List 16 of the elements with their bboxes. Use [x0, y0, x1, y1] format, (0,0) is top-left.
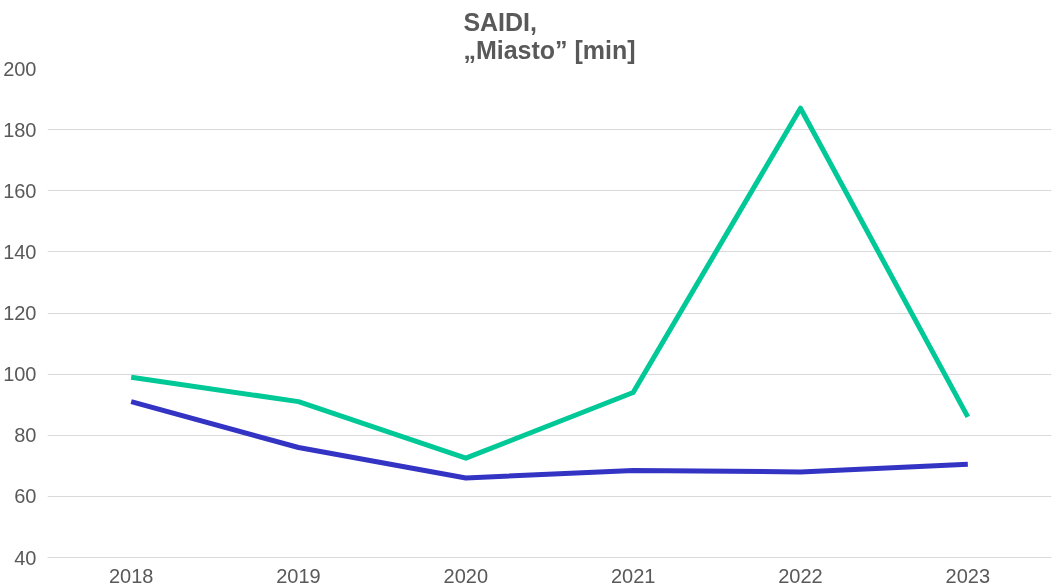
x-tick-label: 2021	[610, 564, 656, 585]
x-tick-label: 2018	[108, 564, 154, 585]
y-tick-label: 140	[3, 240, 37, 263]
y-tick-label: 60	[14, 485, 37, 508]
x-tick-label: 2022	[778, 564, 823, 585]
x-tick-label: 2019	[276, 564, 321, 585]
y-tick-label: 80	[14, 424, 37, 447]
y-tick-label: 40	[14, 546, 37, 569]
chart-title: SAIDI, „Miasto” [min]	[463, 7, 636, 64]
y-tick-label: 200	[3, 57, 37, 80]
y-tick-label: 120	[3, 302, 37, 324]
x-tick-label: 2023	[945, 564, 991, 585]
y-tick-label: 160	[3, 179, 37, 202]
x-tick-label: 2020	[443, 564, 489, 585]
y-tick-label: 100	[3, 363, 37, 386]
y-tick-label: 180	[3, 118, 37, 141]
